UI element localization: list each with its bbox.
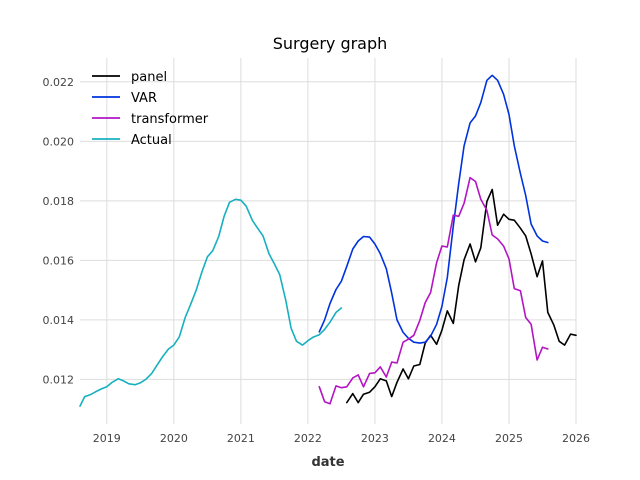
series-line-panel [345, 188, 577, 404]
x-tick-label: 2022 [294, 432, 322, 445]
chart-title: Surgery graph [273, 34, 388, 53]
x-axis-ticks: 2019 2020 2021 2022 2023 2024 2025 2026 [93, 432, 590, 445]
legend-label-var: VAR [131, 91, 157, 106]
y-tick-label: 0.022 [43, 76, 75, 89]
x-tick-label: 2021 [227, 432, 255, 445]
y-axis-ticks: 0.012 0.014 0.016 0.018 0.020 0.022 [43, 76, 75, 387]
series-lines [79, 74, 577, 407]
x-axis-label: date [311, 455, 344, 470]
x-tick-label: 2020 [160, 432, 188, 445]
y-tick-label: 0.012 [43, 373, 75, 386]
y-tick-label: 0.014 [43, 314, 75, 327]
legend-label-actual: Actual [131, 133, 172, 148]
legend-label-transformer: transformer [131, 112, 209, 127]
series-line-transformer [318, 176, 549, 405]
legend: panel VAR transformer Actual [92, 70, 209, 148]
grid-lines [80, 58, 577, 424]
series-line-actual [79, 198, 343, 407]
legend-label-panel: panel [131, 70, 167, 85]
y-tick-label: 0.018 [43, 195, 75, 208]
x-tick-label: 2019 [93, 432, 121, 445]
x-tick-label: 2023 [361, 432, 389, 445]
x-tick-label: 2025 [495, 432, 523, 445]
x-tick-label: 2024 [428, 432, 456, 445]
y-tick-label: 0.020 [43, 135, 75, 148]
series-line-var [318, 74, 549, 344]
y-tick-label: 0.016 [43, 254, 75, 267]
x-tick-label: 2026 [562, 432, 590, 445]
